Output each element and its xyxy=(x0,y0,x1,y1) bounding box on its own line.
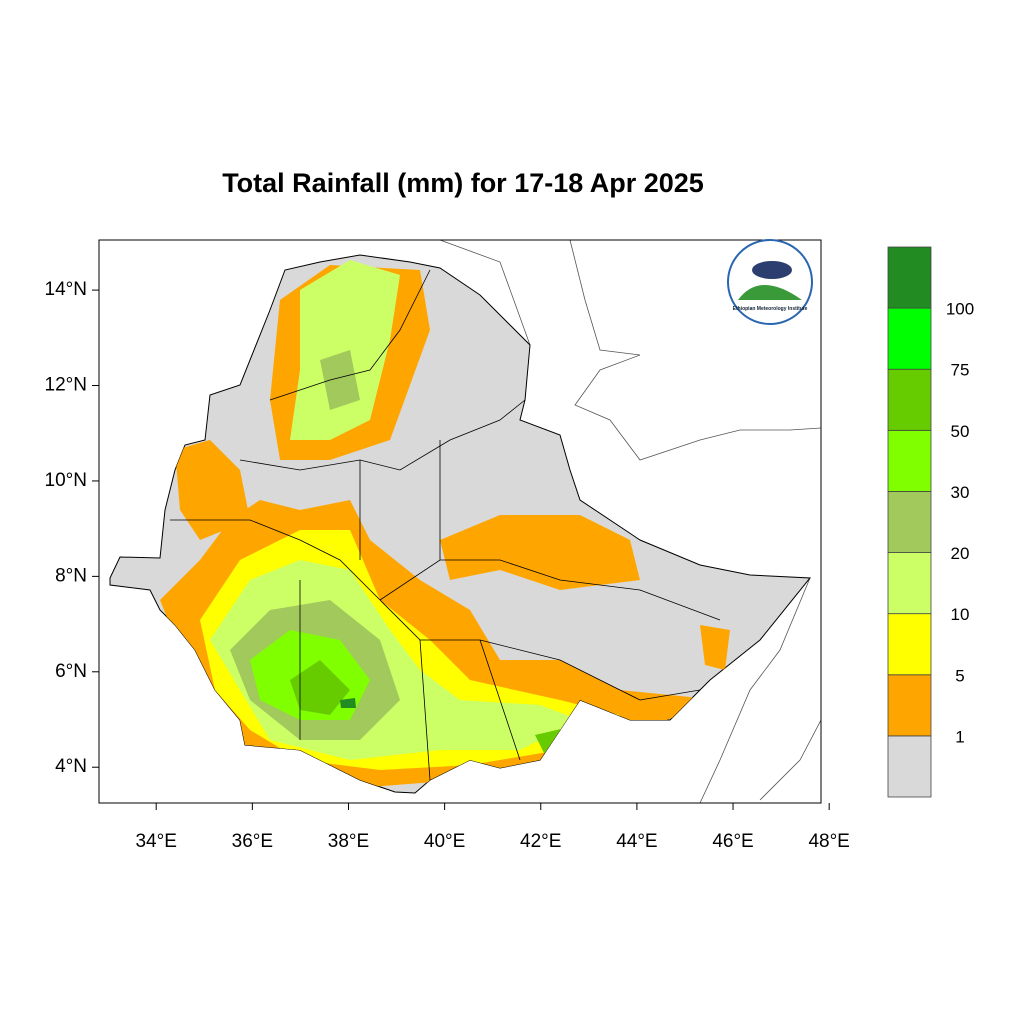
y-tick-label: 14°N xyxy=(45,279,87,300)
colorbar-box xyxy=(887,246,932,309)
y-tick-label: 10°N xyxy=(45,470,87,491)
colorbar-label: 5 xyxy=(955,666,964,685)
x-tick-label: 42°E xyxy=(520,831,561,852)
colorbar: 1 5 10 20 30 50 75 100 xyxy=(887,246,974,798)
colorbar-box xyxy=(887,552,932,615)
x-tick-label: 34°E xyxy=(135,831,176,852)
axes: 34°E 36°E 38°E 40°E 42°E 44°E 46°E 48°E 4°N 6°N 8°… xyxy=(45,279,850,852)
colorbar-box xyxy=(887,368,932,431)
colorbar-box xyxy=(887,735,932,798)
map-area xyxy=(109,240,821,803)
rain-fields xyxy=(160,260,730,790)
plot-frame xyxy=(98,239,822,804)
logo-circle xyxy=(727,239,813,325)
colorbar-label: 30 xyxy=(951,483,970,502)
colorbar-box xyxy=(887,307,932,370)
y-tick-label: 8°N xyxy=(55,565,87,586)
colorbar-label: 1 xyxy=(955,727,964,746)
region-borders xyxy=(170,269,721,781)
colorbar-label: 20 xyxy=(951,544,970,563)
colorbar-box xyxy=(887,674,932,737)
y-tick-label: 12°N xyxy=(45,375,87,396)
x-tick-label: 44°E xyxy=(616,831,657,852)
colorbar-label: 50 xyxy=(951,422,970,441)
neighbor-borders xyxy=(439,240,821,803)
x-tick-label: 38°E xyxy=(328,831,369,852)
x-tick-label: 48°E xyxy=(808,831,849,852)
y-tick-label: 4°N xyxy=(55,756,87,777)
chart-title: Total Rainfall (mm) for 17-18 Apr 2025 xyxy=(222,168,704,198)
logo: Ethiopian Meteorology Institute xyxy=(727,239,813,325)
x-tick-label: 40°E xyxy=(424,831,465,852)
colorbar-box xyxy=(887,429,932,492)
colorbar-label: 100 xyxy=(946,300,974,319)
colorbar-box xyxy=(887,613,932,676)
colorbar-label: 10 xyxy=(951,605,970,624)
colorbar-box xyxy=(887,491,932,553)
x-tick-label: 36°E xyxy=(232,831,273,852)
x-tick-label: 46°E xyxy=(712,831,753,852)
logo-text: Ethiopian Meteorology Institute xyxy=(733,306,808,312)
logo-hill xyxy=(738,285,802,300)
y-tick-label: 6°N xyxy=(55,661,87,682)
colorbar-label: 75 xyxy=(951,361,970,380)
logo-cloud xyxy=(752,261,792,279)
